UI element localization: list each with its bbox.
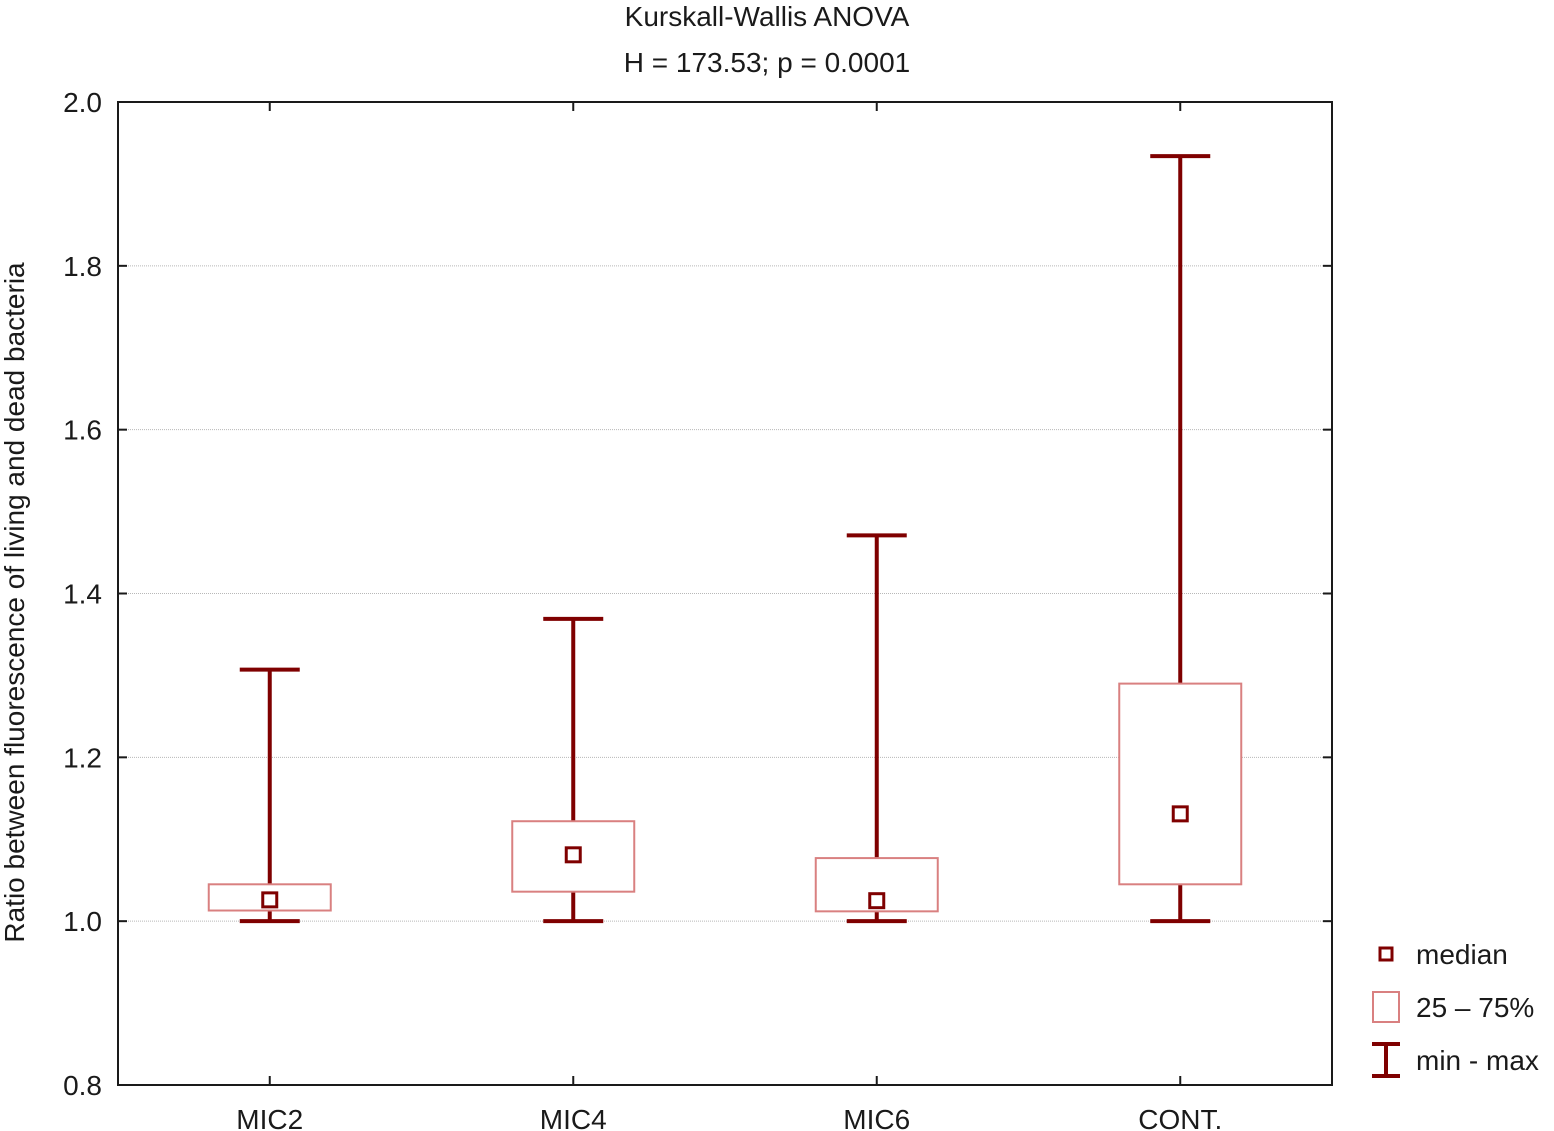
- median-marker: [868, 892, 886, 910]
- median-marker: [1171, 805, 1189, 823]
- legend-median-swatch: [1378, 946, 1394, 962]
- chart-title: Kurskall-Wallis ANOVA: [625, 1, 910, 32]
- legend-label: min - max: [1416, 1045, 1539, 1076]
- box-group-mic6: [814, 533, 939, 924]
- legend-box-swatch: [1372, 991, 1400, 1023]
- y-tick-label: 1.8: [63, 251, 102, 282]
- iqr-box: [1118, 682, 1243, 886]
- y-axis-title: Ratio between fluorescence of living and…: [0, 262, 30, 943]
- median-marker: [564, 846, 582, 864]
- x-tick-label: MIC4: [540, 1104, 607, 1131]
- legend-label: 25 – 75%: [1416, 992, 1534, 1023]
- chart-subtitle: H = 173.53; p = 0.0001: [624, 47, 910, 78]
- box-series: [207, 154, 1243, 924]
- x-tick-label: CONT.: [1138, 1104, 1222, 1131]
- y-tick-label: 1.4: [63, 579, 102, 610]
- y-tick-label: 0.8: [63, 1070, 102, 1101]
- legend-label: median: [1416, 939, 1508, 970]
- legend-item-box: 25 – 75%: [1372, 991, 1534, 1023]
- y-tick-label: 1.2: [63, 742, 102, 773]
- y-tick-label: 1.0: [63, 906, 102, 937]
- x-axis: MIC2 MIC4 MIC6 CONT.: [236, 102, 1222, 1131]
- box-group-mic2: [207, 667, 332, 924]
- legend: median 25 – 75% min - max: [1372, 939, 1539, 1078]
- median-marker: [261, 891, 279, 909]
- y-axis: 0.8 1.0 1.2 1.4 1.6 1.8 2.0: [63, 87, 1332, 1101]
- box-group-mic4: [511, 616, 636, 924]
- y-tick-label: 1.6: [63, 415, 102, 446]
- legend-item-median: median: [1378, 939, 1508, 970]
- x-tick-label: MIC2: [236, 1104, 303, 1131]
- legend-item-whisker: min - max: [1372, 1042, 1539, 1078]
- y-tick-label: 2.0: [63, 87, 102, 118]
- box-group-cont: [1118, 154, 1243, 924]
- x-tick-label: MIC6: [843, 1104, 910, 1131]
- gridlines: [118, 265, 1332, 922]
- chart-title-group: Kurskall-Wallis ANOVA H = 173.53; p = 0.…: [624, 1, 910, 78]
